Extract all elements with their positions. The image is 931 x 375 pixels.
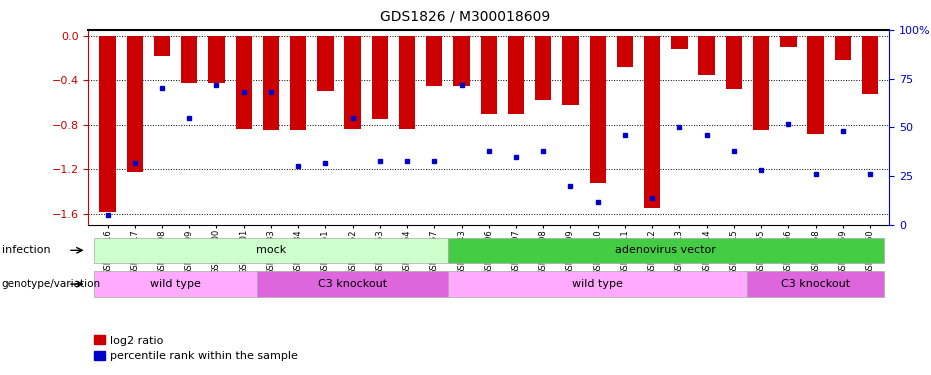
Text: genotype/variation: genotype/variation [2,279,101,289]
Bar [398,36,415,129]
Bar [371,36,388,119]
Bar [257,272,448,297]
Bar [507,36,524,114]
Bar [671,36,688,49]
Bar [480,36,497,114]
Bar [698,36,715,75]
Bar [644,36,660,208]
Bar [181,36,197,84]
Bar [290,36,306,130]
Legend: log2 ratio, percentile rank within the sample: log2 ratio, percentile rank within the s… [89,331,303,366]
Bar [263,36,279,130]
Bar [448,272,748,297]
Bar [753,36,769,130]
Bar [317,36,333,91]
Bar [834,36,851,60]
Bar [94,272,257,297]
Bar [426,36,442,86]
Bar [127,36,143,171]
Bar [807,36,824,134]
Text: mock: mock [256,245,286,255]
Bar [535,36,551,100]
Bar [344,36,361,129]
Bar [236,36,252,129]
Bar [453,36,470,86]
Text: GDS1826 / M300018609: GDS1826 / M300018609 [381,9,550,23]
Text: C3 knockout: C3 knockout [781,279,850,289]
Bar [562,36,579,105]
Bar [589,36,606,183]
Bar [448,238,884,263]
Text: adenovirus vector: adenovirus vector [615,245,716,255]
Bar [725,36,742,89]
Bar [780,36,797,47]
Bar [862,36,878,93]
Text: wild type: wild type [150,279,201,289]
Bar [616,36,633,67]
Text: wild type: wild type [573,279,623,289]
Text: C3 knockout: C3 knockout [318,279,387,289]
Bar [748,272,884,297]
Bar [209,36,224,84]
Text: infection: infection [2,245,50,255]
Bar [100,36,115,212]
Bar [154,36,170,56]
Bar [94,238,448,263]
